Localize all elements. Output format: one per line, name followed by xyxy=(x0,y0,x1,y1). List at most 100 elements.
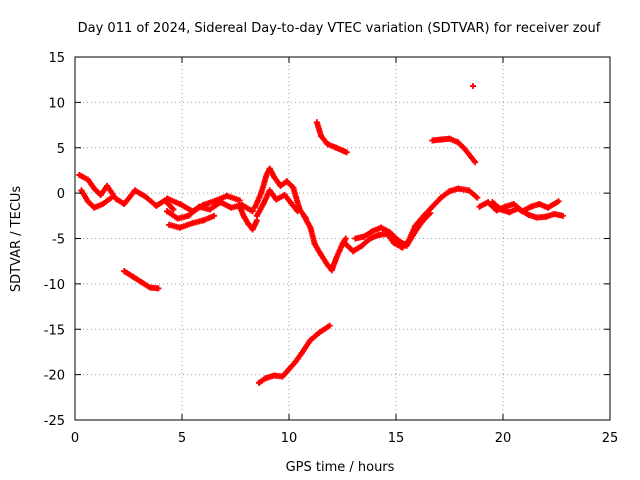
data-point xyxy=(288,200,295,207)
data-point xyxy=(461,145,468,152)
data-point xyxy=(253,212,260,219)
y-tick-label: 10 xyxy=(48,96,65,111)
data-point xyxy=(341,240,348,247)
data-point xyxy=(506,209,513,216)
data-point xyxy=(446,188,453,195)
series-track-early-main xyxy=(76,171,177,213)
data-point xyxy=(213,197,220,204)
data-point xyxy=(470,83,477,90)
data-point xyxy=(228,204,235,211)
data-point xyxy=(153,202,160,209)
data-point xyxy=(121,201,128,208)
data-point xyxy=(271,372,278,379)
data-point xyxy=(211,212,218,219)
data-point xyxy=(129,273,136,280)
data-point xyxy=(266,187,273,194)
data-point xyxy=(251,204,258,211)
data-point xyxy=(78,187,85,194)
data-point xyxy=(313,119,320,126)
data-point xyxy=(367,235,374,242)
data-point xyxy=(542,213,549,220)
data-point xyxy=(294,208,301,215)
series-track-rise-9b xyxy=(253,187,301,219)
data-point xyxy=(333,255,340,262)
data-point xyxy=(465,187,472,194)
data-point xyxy=(307,337,314,344)
data-point xyxy=(333,144,340,151)
x-tick-label: 25 xyxy=(602,431,619,446)
data-point xyxy=(510,201,517,208)
data-point xyxy=(403,242,410,249)
data-point xyxy=(104,182,111,189)
data-point xyxy=(185,212,192,219)
data-point xyxy=(155,285,162,292)
data-point xyxy=(410,231,417,238)
data-point xyxy=(390,240,397,247)
y-tick-label: -20 xyxy=(44,369,65,384)
series-track-main-c xyxy=(166,212,218,231)
series-outlier xyxy=(470,83,477,90)
data-point xyxy=(164,208,171,215)
data-point xyxy=(241,213,248,220)
data-point xyxy=(318,251,325,258)
x-tick-label: 5 xyxy=(178,431,186,446)
data-point xyxy=(360,233,367,240)
data-point xyxy=(266,165,273,172)
data-point xyxy=(489,199,496,206)
data-point xyxy=(429,203,436,210)
data-point xyxy=(112,195,119,202)
y-tick-label: -15 xyxy=(44,323,65,338)
data-point xyxy=(84,176,91,183)
data-point xyxy=(429,137,436,144)
data-point xyxy=(315,329,322,336)
data-point xyxy=(474,194,481,201)
data-point xyxy=(318,132,325,139)
y-tick-label: 5 xyxy=(57,142,65,157)
series-track-13to16-b xyxy=(352,210,434,249)
series-track-early-branch xyxy=(78,187,115,211)
series-trail xyxy=(429,135,478,164)
data-point xyxy=(121,268,128,275)
data-point xyxy=(256,379,263,386)
data-point xyxy=(245,220,252,227)
data-point xyxy=(369,228,376,235)
data-point xyxy=(342,235,349,242)
data-point xyxy=(555,198,562,205)
data-point xyxy=(258,190,265,197)
data-point xyxy=(324,141,331,148)
data-point xyxy=(418,219,425,226)
data-point xyxy=(350,248,357,255)
data-point xyxy=(279,373,286,380)
y-axis-label: SDTVAR / TECUs xyxy=(9,186,24,293)
series-track-high-17 xyxy=(429,135,479,166)
series-track-descent-11 xyxy=(300,212,349,274)
data-point xyxy=(91,204,98,211)
data-point xyxy=(131,187,138,194)
data-point xyxy=(395,237,402,244)
data-point xyxy=(386,229,393,236)
data-point xyxy=(326,322,333,329)
data-point xyxy=(527,203,534,210)
data-point xyxy=(138,279,145,286)
series-track-high-11 xyxy=(313,119,350,156)
y-tick-label: -25 xyxy=(44,414,65,429)
data-point xyxy=(536,201,543,208)
x-axis-label: GPS time / hours xyxy=(286,460,395,475)
data-point xyxy=(476,203,483,210)
data-point xyxy=(534,214,541,221)
data-point xyxy=(544,204,551,211)
data-point xyxy=(146,284,153,291)
data-point xyxy=(277,182,284,189)
data-point xyxy=(176,201,183,208)
grid-lines xyxy=(75,57,610,420)
data-point xyxy=(455,139,462,146)
x-tick-label: 10 xyxy=(281,431,298,446)
data-point xyxy=(170,206,177,213)
data-point xyxy=(427,210,434,217)
data-point xyxy=(286,366,292,373)
data-point xyxy=(249,226,256,233)
x-tick-label: 20 xyxy=(495,431,512,446)
data-point xyxy=(236,197,243,204)
data-point xyxy=(263,171,270,178)
data-point xyxy=(437,194,444,201)
